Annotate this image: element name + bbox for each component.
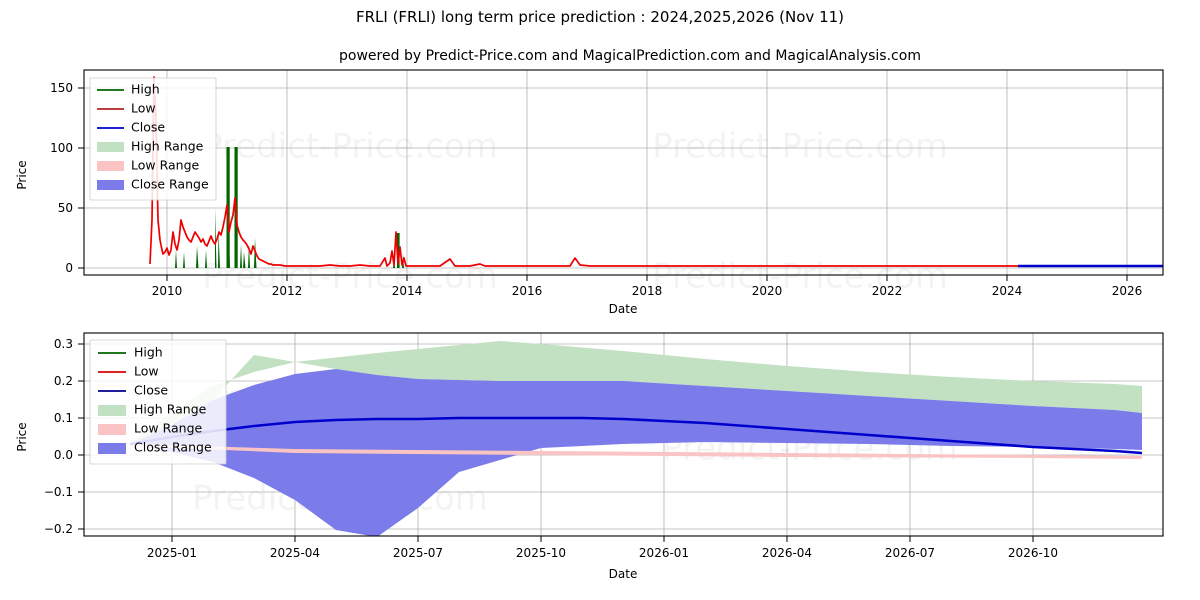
y-axis-label-bottom: Price	[15, 422, 29, 451]
x-tick-label: 2018	[632, 284, 663, 298]
y-tick-label: 150	[50, 81, 73, 95]
legend-label: High Range	[131, 139, 204, 154]
y-tick-label: 0	[65, 261, 73, 275]
legend-label: Close Range	[131, 177, 209, 192]
legend-swatch-low-range	[98, 424, 126, 435]
legend-item-low[interactable]: Low	[97, 101, 156, 116]
x-tick-label: 2026-07	[885, 546, 935, 560]
figure-title: FRLI (FRLI) long term price prediction :…	[356, 8, 844, 26]
y-axis-label-top: Price	[15, 160, 29, 189]
forecast-panel: Predict-Price.com Predict-Price.com Pred…	[15, 332, 1164, 581]
legend-swatch-high-range	[98, 405, 126, 416]
legend-swatch-close-range	[98, 443, 126, 454]
legend-item-low-range[interactable]: Low Range	[97, 158, 200, 173]
legend-item-high-range[interactable]: High Range	[98, 402, 207, 417]
legend-item-close-range[interactable]: Close Range	[98, 440, 212, 455]
y-tick-label: 0.0	[54, 448, 73, 462]
series-close-forecast	[129, 416, 1143, 455]
axes-frame-bottom	[83, 332, 1164, 537]
x-tick-label: 2012	[272, 284, 303, 298]
y-axis-top: 0 50 100 150 Price	[15, 81, 84, 275]
legend-label: Low Range	[131, 158, 200, 173]
y-tick-label: 100	[50, 141, 73, 155]
x-tick-label: 2025-10	[516, 546, 566, 560]
legend-label: Close Range	[134, 440, 212, 455]
x-tick-label: 2014	[392, 284, 423, 298]
series-low-historical	[149, 76, 1018, 268]
legend-item-high[interactable]: High	[98, 345, 163, 360]
band-low-range	[130, 444, 1142, 459]
band-high-range	[130, 341, 1142, 444]
legend-item-low-range[interactable]: Low Range	[98, 421, 203, 436]
x-tick-label: 2026-10	[1008, 546, 1058, 560]
x-tick-label: 2022	[872, 284, 903, 298]
legend-item-high-range[interactable]: High Range	[97, 139, 204, 154]
x-tick-label: 2026	[1112, 284, 1143, 298]
x-tick-label: 2024	[992, 284, 1023, 298]
legend-label: Low Range	[134, 421, 203, 436]
legend-item-close[interactable]: Close	[98, 383, 168, 398]
legend-item-low[interactable]: Low	[98, 364, 159, 379]
x-axis-top: 2010 2012 2014 2016 2018 2020 2022 2024 …	[152, 275, 1143, 316]
y-tick-label: 0.2	[54, 374, 73, 388]
x-tick-label: 2016	[512, 284, 543, 298]
watermark-text: Predict-Price.com	[202, 257, 498, 297]
x-axis-label-top: Date	[609, 302, 638, 316]
x-axis-label-bottom: Date	[609, 567, 638, 581]
x-tick-label: 2025-07	[393, 546, 443, 560]
x-tick-label: 2010	[152, 284, 183, 298]
y-tick-label: 50	[58, 201, 73, 215]
y-tick-label: 0.1	[54, 411, 73, 425]
x-tick-label: 2026-04	[762, 546, 812, 560]
legend-item-high[interactable]: High	[97, 82, 160, 97]
watermark-text: Predict-Price.com	[652, 257, 948, 297]
x-tick-label: 2025-04	[270, 546, 320, 560]
y-tick-label: −0.1	[44, 485, 73, 499]
legend-swatch-close-range	[97, 180, 124, 190]
watermark-group-top: Predict-Price.com Predict-Price.com Pred…	[202, 127, 948, 297]
x-axis-bottom: 2025-01 2025-04 2025-07 2025-10 2026-01 …	[147, 536, 1058, 581]
y-tick-label: −0.2	[44, 522, 73, 536]
legend-top[interactable]: High Low Close High Range Low Range Clos…	[89, 77, 217, 201]
legend-label: Close	[131, 120, 165, 135]
grid-top	[84, 70, 1163, 275]
legend-item-close[interactable]: Close	[97, 120, 165, 135]
legend-label: High	[131, 82, 160, 97]
watermark-text: Predict-Price.com	[652, 127, 948, 167]
legend-bottom[interactable]: High Low Close High Range Low Range Clos…	[89, 339, 227, 465]
axes-frame-top	[83, 69, 1164, 276]
legend-item-close-range[interactable]: Close Range	[97, 177, 209, 192]
legend-label: High	[134, 345, 163, 360]
y-axis-bottom: 0.3 0.2 0.1 0.0 −0.1 −0.2 Price	[15, 337, 84, 536]
x-tick-label: 2026-01	[639, 546, 689, 560]
watermark-text: Predict-Price.com	[202, 127, 498, 167]
legend-label: High Range	[134, 402, 207, 417]
x-tick-label: 2020	[752, 284, 783, 298]
legend-swatch-low-range	[97, 161, 124, 171]
legend-swatch-high-range	[97, 142, 124, 152]
legend-label: Close	[134, 383, 168, 398]
legend-label: Low	[131, 101, 156, 116]
historical-panel: Predict-Price.com Predict-Price.com Pred…	[15, 69, 1164, 316]
figure-subtitle: powered by Predict-Price.com and Magical…	[339, 48, 921, 64]
band-close-range	[130, 369, 1142, 536]
legend-label: Low	[134, 364, 159, 379]
y-tick-label: 0.3	[54, 337, 73, 351]
x-tick-label: 2025-01	[147, 546, 197, 560]
